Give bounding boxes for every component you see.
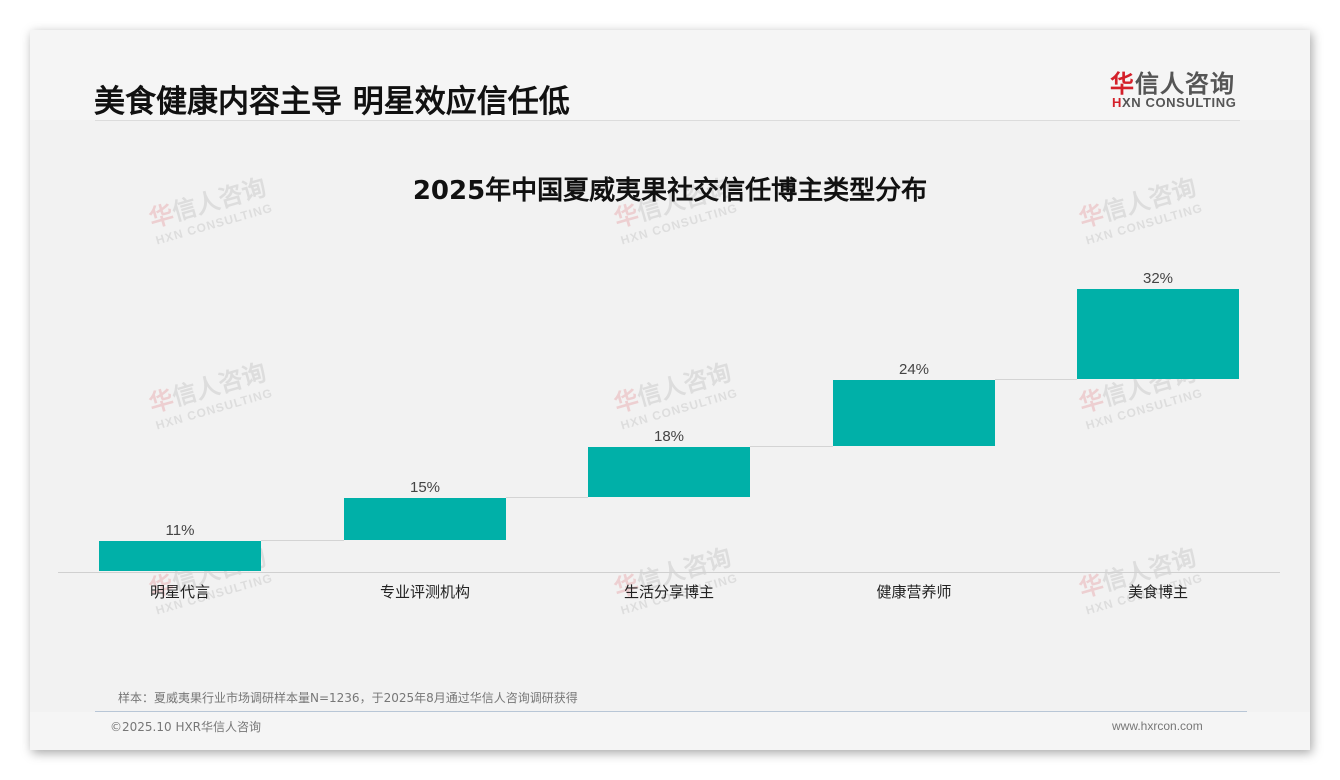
step-connector <box>750 446 833 448</box>
logo-cn-rest: 信人咨询 <box>1135 70 1235 98</box>
copyright: ©2025.10 HXR华信人咨询 <box>110 720 262 734</box>
website-link[interactable]: www.hxrcon.com <box>1112 719 1203 733</box>
chart-title: 2025年中国夏威夷果社交信任博主类型分布 <box>412 176 928 206</box>
x-axis-baseline <box>58 572 1280 573</box>
logo-en-text: HXN CONSULTING <box>1112 95 1236 110</box>
bar-value-label: 32% <box>1142 270 1174 287</box>
step-connector <box>261 539 344 541</box>
logo-en-rest: XN CONSULTING <box>1122 95 1237 110</box>
bar-3 <box>588 447 750 498</box>
logo-cn-text: 华信人咨询 <box>1110 64 1235 99</box>
footer-divider <box>95 711 1247 712</box>
slide: 美食健康内容主导 明星效应信任低 华信人咨询 HXN CONSULTING 华信… <box>30 30 1310 750</box>
bar-value-label: 24% <box>898 360 930 378</box>
header-divider <box>95 120 1240 121</box>
bar-value-label: 11% <box>165 521 195 539</box>
category-label: 明星代言 <box>149 583 210 601</box>
bar-4 <box>833 379 995 447</box>
bar-value-label: 18% <box>653 428 685 446</box>
waterfall-chart: 11% 明星代言 15% 专业评测机构 18% 生活分享博主 24% 健康营养师 32% 美食博主 <box>30 30 1310 750</box>
bar-value-label: 15% <box>409 479 441 497</box>
category-label: 美食博主 <box>1127 583 1188 601</box>
header-band <box>30 30 1310 120</box>
category-label: 专业评测机构 <box>379 583 470 601</box>
bar-1 <box>99 540 261 571</box>
category-label: 健康营养师 <box>876 583 952 601</box>
bar-5 <box>1077 289 1239 379</box>
footer-band <box>30 712 1310 750</box>
logo-en-red: H <box>1112 95 1122 110</box>
category-label: 生活分享博主 <box>623 583 714 601</box>
page-title: 美食健康内容主导 明星效应信任低 <box>94 84 570 120</box>
sample-footnote: 样本：夏威夷果行业市场调研样本量N=1236，于2025年8月通过华信人咨询调研… <box>118 691 578 705</box>
bar-2 <box>344 498 506 540</box>
brand-logo: 华信人咨询 HXN CONSULTING <box>1110 64 1240 114</box>
step-connector <box>995 378 1077 380</box>
step-connector <box>506 497 588 499</box>
logo-cn-red: 华 <box>1110 70 1135 98</box>
